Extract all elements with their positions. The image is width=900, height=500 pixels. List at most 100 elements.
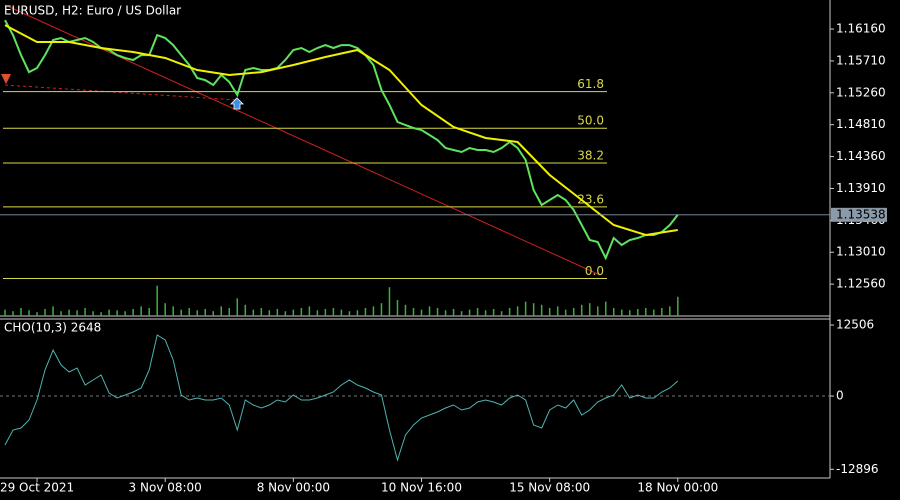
y-tick-label: 1.14360 (836, 149, 886, 163)
volume-bar (324, 308, 327, 316)
volume-bar (28, 310, 30, 316)
volume-bar (236, 298, 239, 316)
volume-bar (500, 311, 503, 316)
last-price-box (831, 207, 887, 222)
volume-bar (36, 312, 38, 316)
volume-bar (148, 308, 150, 316)
volume-bar (92, 311, 94, 316)
volume-bar (677, 296, 679, 316)
volume-bar (596, 306, 599, 316)
volume-bar (372, 306, 375, 316)
buy-marker (230, 97, 244, 110)
volume-bar (653, 309, 655, 316)
y-tick-label: 1.15260 (836, 85, 886, 99)
y-tick-label: -12896 (836, 462, 879, 476)
volume-bar (348, 311, 351, 316)
y-tick-label: 1.16160 (836, 22, 886, 36)
volume-bar (260, 308, 263, 316)
volume-bar (612, 308, 615, 316)
volume-bar (276, 308, 279, 316)
volume-bar (4, 309, 6, 316)
volume-bar (140, 306, 142, 316)
last-price-label: 1.13538 (836, 207, 886, 221)
x-tick-label: 3 Nov 08:00 (129, 481, 202, 495)
volume-bar (629, 310, 631, 316)
volume-bar (556, 306, 559, 316)
volume-bar (380, 303, 383, 316)
volume-bar (452, 308, 455, 316)
volume-bar (476, 308, 479, 316)
x-tick-label: 10 Nov 16:00 (381, 481, 462, 495)
indicator-title: CHO(10,3) 2648 (4, 321, 101, 335)
volume-bar (420, 309, 423, 316)
volume-bar (332, 308, 335, 316)
volume-bar (52, 306, 54, 316)
volume-bar (68, 309, 70, 316)
volume-bar (564, 309, 567, 316)
volume-bar (100, 312, 102, 316)
volume-bar (268, 310, 271, 316)
volume-bar (204, 308, 206, 316)
volume-bar (508, 308, 511, 316)
volume-bar (172, 306, 174, 316)
volume-bar (188, 308, 190, 316)
x-tick-label: 15 Nov 08:00 (509, 481, 590, 495)
y-tick-label: 12506 (836, 317, 874, 331)
volume-bar (60, 311, 62, 316)
price-line (4, 19, 679, 261)
volume-bar (532, 303, 535, 316)
volume-bar (444, 310, 447, 316)
volume-bar (180, 309, 182, 316)
volume-bar (44, 308, 46, 316)
y-tick-label: 1.14810 (836, 117, 886, 131)
volume-bar (572, 308, 575, 316)
volume-bar (484, 310, 487, 316)
volume-bar (164, 303, 166, 316)
x-tick-label: 18 Nov 00:00 (637, 481, 718, 495)
volume-bar (132, 308, 134, 316)
x-tick-label: 8 Nov 00:00 (257, 481, 330, 495)
volume-bar (156, 285, 158, 316)
y-tick-label: 1.15710 (836, 53, 886, 67)
volume-bar (669, 306, 671, 316)
volume-bar (76, 310, 78, 316)
fibo-label: 38.2 (577, 148, 604, 162)
volume-bar (524, 301, 527, 316)
volume-bar (316, 310, 319, 316)
volume-bar (588, 303, 591, 316)
volume-bar (436, 308, 439, 316)
volume-bar (492, 308, 495, 316)
volume-bar (196, 310, 198, 316)
fibo-dashed-line (4, 84, 238, 101)
sell-marker (1, 74, 11, 84)
volume-bar (308, 306, 311, 316)
fibo-trend-line (4, 4, 601, 276)
volume-bar (637, 308, 639, 316)
volume-bar (124, 311, 126, 316)
chart-title: EURUSD, H2: Euro / US Dollar (4, 4, 181, 18)
volume-bar (604, 301, 607, 316)
volume-bar (108, 309, 110, 316)
y-tick-label: 1.13910 (836, 181, 886, 195)
volume-bar (540, 304, 543, 316)
volume-bar (300, 308, 303, 316)
volume-bar (12, 311, 14, 316)
volume-bar (645, 308, 647, 316)
volume-bar (340, 309, 343, 316)
volume-bar (404, 304, 407, 316)
volume-bar (20, 308, 22, 316)
volume-bar (460, 311, 463, 316)
volume-bar (228, 308, 231, 316)
volume-bar (428, 306, 431, 316)
volume-bar (220, 306, 223, 316)
volume-bar (84, 308, 86, 316)
volume-bar (661, 308, 663, 316)
volume-bar (252, 309, 255, 316)
fibo-label: 61.8 (577, 77, 604, 91)
volume-bar (548, 308, 551, 316)
y-tick-label: 1.12560 (836, 277, 886, 291)
volume-bar (116, 310, 118, 316)
volume-bar (292, 309, 295, 316)
volume-bar (364, 308, 367, 316)
